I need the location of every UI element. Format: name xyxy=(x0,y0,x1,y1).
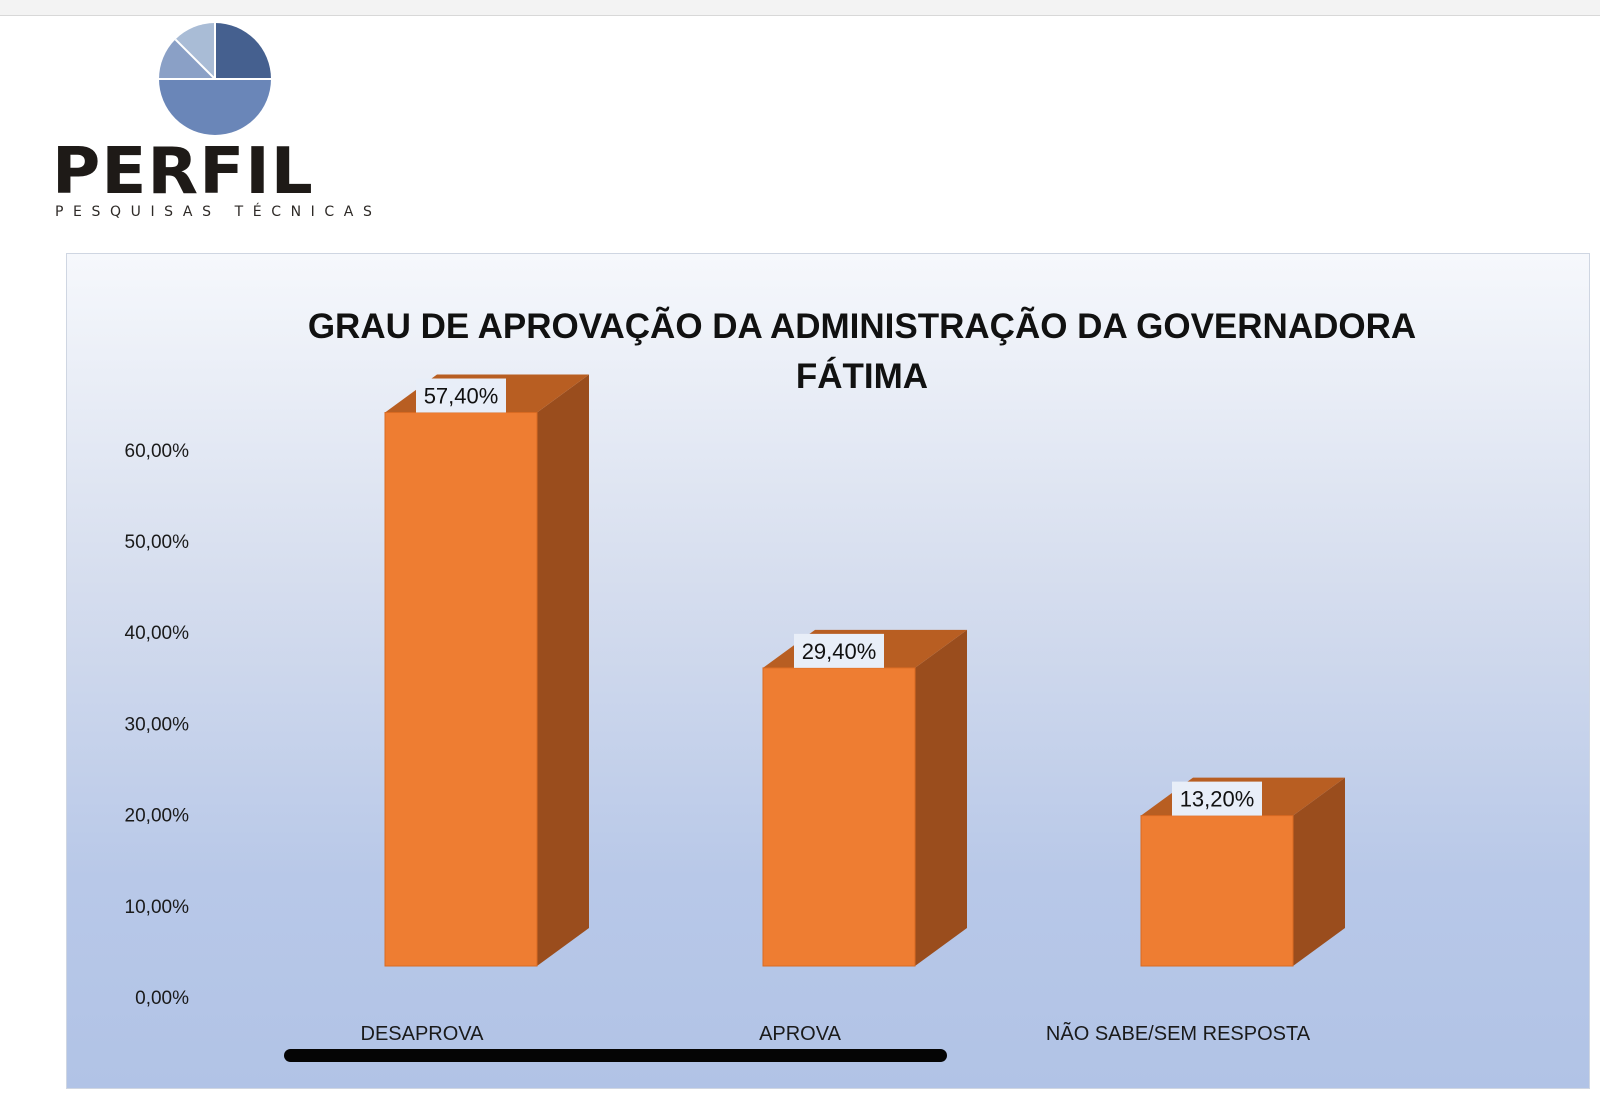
horizontal-scrollbar[interactable] xyxy=(284,1049,947,1062)
bar xyxy=(384,412,538,967)
logo-wordmark: PERFIL xyxy=(52,135,314,209)
category-label: APROVA xyxy=(759,1023,842,1045)
bar-side xyxy=(1293,777,1345,966)
chart-panel: GRAU DE APROVAÇÃO DA ADMINISTRAÇÃO DA GO… xyxy=(66,253,1590,1089)
chart-title: GRAU DE APROVAÇÃO DA ADMINISTRAÇÃO DA GO… xyxy=(307,307,1417,396)
data-label: 13,20% xyxy=(1180,787,1255,812)
top-window-strip xyxy=(0,0,1600,16)
pie-logo-slice-upper-left xyxy=(159,39,215,79)
pie-logo-icon xyxy=(159,23,271,135)
data-label-box xyxy=(416,378,506,413)
data-label: 29,40% xyxy=(802,639,877,664)
logo-tagline: PESQUISAS TÉCNICAS xyxy=(55,204,382,220)
data-label-box xyxy=(1172,781,1262,816)
bar xyxy=(762,667,916,967)
y-tick-label: 20,00% xyxy=(125,806,190,827)
y-tick-label: 50,00% xyxy=(125,532,190,553)
pie-logo-slice-lower xyxy=(159,79,271,135)
y-tick-label: 40,00% xyxy=(125,623,190,644)
perfil-logo: PERFIL PESQUISAS TÉCNICAS xyxy=(52,18,392,228)
bar-side xyxy=(537,374,589,967)
bar-side xyxy=(915,629,967,966)
category-label: NÃO SABE/SEM RESPOSTA xyxy=(1046,1021,1311,1045)
y-tick-label: 10,00% xyxy=(125,897,190,918)
y-tick-label: 0,00% xyxy=(135,988,189,1009)
y-tick-label: 60,00% xyxy=(125,441,190,462)
pie-logo-slice-upper-right xyxy=(215,23,271,79)
data-label-box xyxy=(794,633,884,668)
bar xyxy=(1140,815,1294,967)
category-label: DESAPROVA xyxy=(361,1023,485,1045)
pie-logo-slice-upper-mid xyxy=(175,23,215,79)
data-label: 57,40% xyxy=(424,384,499,409)
y-tick-label: 30,00% xyxy=(125,714,190,735)
bar-chart: 0,00% 10,00% 20,00% 30,00% 40,00% 50,00% 60,00… xyxy=(125,374,1345,1045)
